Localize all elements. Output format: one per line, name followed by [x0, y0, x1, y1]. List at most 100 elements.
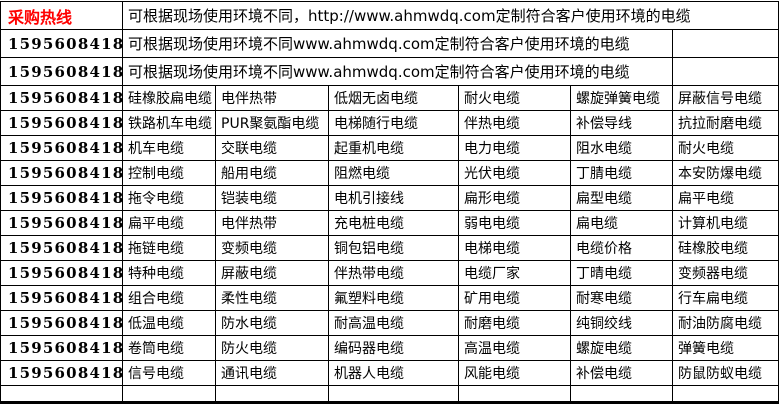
- cable-link[interactable]: 编码器电缆: [328, 335, 459, 361]
- cable-link[interactable]: 铠装电缆: [215, 185, 329, 211]
- cable-link[interactable]: 组合电缆: [122, 285, 216, 311]
- cable-link[interactable]: 防水电缆: [215, 310, 329, 336]
- cable-link[interactable]: 阻水电缆: [570, 135, 673, 161]
- empty-cell: [0, 385, 123, 403]
- cable-link[interactable]: 耐磨电缆: [458, 310, 571, 336]
- cable-link[interactable]: 扁平电缆: [671, 185, 779, 211]
- cable-link[interactable]: 本安防爆电缆: [671, 160, 779, 186]
- cable-link[interactable]: 船用电缆: [215, 160, 329, 186]
- cable-link[interactable]: 特种电缆: [122, 260, 216, 286]
- cable-link[interactable]: 变频器电缆: [671, 260, 779, 286]
- cable-link[interactable]: 硅橡胶扁电缆: [122, 85, 216, 111]
- empty-cell: [671, 385, 779, 403]
- table-row: [0, 385, 779, 403]
- cable-link[interactable]: 螺旋电缆: [570, 335, 673, 361]
- cable-link[interactable]: 屏蔽电缆: [215, 260, 329, 286]
- cable-link[interactable]: 扁电缆: [570, 210, 673, 236]
- cable-link[interactable]: 铁路机车电缆: [122, 110, 216, 136]
- cable-link[interactable]: 电缆厂家: [458, 260, 571, 286]
- cable-link[interactable]: 耐高温电缆: [328, 310, 459, 336]
- cable-link[interactable]: 阻燃电缆: [328, 160, 459, 186]
- table-row: 15956084188铁路机车电缆PUR聚氨酯电缆电梯随行电缆伴热电缆补偿导线抗…: [0, 110, 779, 136]
- cable-link[interactable]: 伴热电缆: [458, 110, 571, 136]
- cable-link[interactable]: 变频电缆: [215, 235, 329, 261]
- cable-link[interactable]: 通讯电缆: [215, 360, 329, 386]
- cable-link[interactable]: 电伴热带: [215, 85, 329, 111]
- cable-link[interactable]: 机器人电缆: [328, 360, 459, 386]
- cable-link[interactable]: 矿用电缆: [458, 285, 571, 311]
- cable-link[interactable]: 电力电缆: [458, 135, 571, 161]
- cable-link[interactable]: 控制电缆: [122, 160, 216, 186]
- phone-number: 15956084188: [0, 160, 123, 186]
- cable-link[interactable]: 弹簧电缆: [671, 335, 779, 361]
- cable-link[interactable]: 电伴热带: [215, 210, 329, 236]
- cable-link[interactable]: 光伏电缆: [458, 160, 571, 186]
- empty-cell: [122, 385, 216, 403]
- custom-cable-banner-line2: 可根据现场使用环境不同www.ahmwdq.com定制符合客户使用环境的电缆: [122, 29, 673, 58]
- cable-link[interactable]: 耐火电缆: [671, 135, 779, 161]
- empty-cell: [215, 385, 329, 403]
- phone-number: 15956084188: [0, 185, 123, 211]
- table-row: 采购热线 可根据现场使用环境不同，http://www.ahmwdq.com定制…: [0, 1, 779, 30]
- table-row: 15956084188控制电缆船用电缆阻燃电缆光伏电缆丁腈电缆本安防爆电缆: [0, 160, 779, 186]
- cable-link[interactable]: 机车电缆: [122, 135, 216, 161]
- cable-link[interactable]: 防火电缆: [215, 335, 329, 361]
- empty-cell: [671, 29, 779, 58]
- cable-link[interactable]: 铜包铝电缆: [328, 235, 459, 261]
- cable-link[interactable]: 拖链电缆: [122, 235, 216, 261]
- cable-link[interactable]: 扁形电缆: [458, 185, 571, 211]
- cable-link[interactable]: 低温电缆: [122, 310, 216, 336]
- cable-link[interactable]: 风能电缆: [458, 360, 571, 386]
- cable-link[interactable]: 电机引接线: [328, 185, 459, 211]
- phone-number: 15956084188: [0, 335, 123, 361]
- phone-number: 15956084188: [0, 135, 123, 161]
- cable-link[interactable]: 充电桩电缆: [328, 210, 459, 236]
- cable-link[interactable]: 防鼠防蚁电缆: [671, 360, 779, 386]
- cable-link[interactable]: 弱电电缆: [458, 210, 571, 236]
- cable-link[interactable]: 屏蔽信号电缆: [671, 85, 779, 111]
- cable-link[interactable]: 交联电缆: [215, 135, 329, 161]
- cable-link[interactable]: 伴热带电缆: [328, 260, 459, 286]
- cable-link[interactable]: 电缆价格: [570, 235, 673, 261]
- cable-link[interactable]: 柔性电缆: [215, 285, 329, 311]
- phone-number: 15956084188: [0, 310, 123, 336]
- cable-link[interactable]: 纯铜绞线: [570, 310, 673, 336]
- cable-link[interactable]: 起重机电缆: [328, 135, 459, 161]
- custom-cable-banner-line3: 可根据现场使用环境不同www.ahmwdq.com定制符合客户使用环境的电缆: [122, 57, 673, 86]
- cable-link[interactable]: 信号电缆: [122, 360, 216, 386]
- cable-link[interactable]: 螺旋弹簧电缆: [570, 85, 673, 111]
- cable-link[interactable]: 补偿电缆: [570, 360, 673, 386]
- table-row: 15956084188信号电缆通讯电缆机器人电缆风能电缆补偿电缆防鼠防蚁电缆: [0, 360, 779, 386]
- cable-link[interactable]: 低烟无卤电缆: [328, 85, 459, 111]
- cable-link[interactable]: 扁型电缆: [570, 185, 673, 211]
- phone-number: 15956084188: [0, 85, 123, 111]
- cable-link[interactable]: 抗拉耐磨电缆: [671, 110, 779, 136]
- table-row: 15956084188拖链电缆变频电缆铜包铝电缆电梯电缆电缆价格硅橡胶电缆: [0, 235, 779, 261]
- cable-link[interactable]: 高温电缆: [458, 335, 571, 361]
- cable-link[interactable]: 氟塑料电缆: [328, 285, 459, 311]
- empty-cell: [458, 385, 571, 403]
- phone-number: 15956084188: [0, 29, 123, 58]
- cable-link[interactable]: PUR聚氨酯电缆: [215, 110, 329, 136]
- cable-link[interactable]: 丁腈电缆: [570, 160, 673, 186]
- custom-cable-banner-line1: 可根据现场使用环境不同，http://www.ahmwdq.com定制符合客户使…: [121, 1, 779, 30]
- cable-link[interactable]: 丁晴电缆: [570, 260, 673, 286]
- cable-link[interactable]: 行车扁电缆: [671, 285, 779, 311]
- table-row: 15956084188 可根据现场使用环境不同www.ahmwdq.com定制符…: [0, 29, 779, 58]
- cable-link[interactable]: 耐寒电缆: [570, 285, 673, 311]
- cable-link[interactable]: 耐油防腐电缆: [671, 310, 779, 336]
- cable-link[interactable]: 硅橡胶电缆: [671, 235, 779, 261]
- table-row: 15956084188硅橡胶扁电缆电伴热带低烟无卤电缆耐火电缆螺旋弹簧电缆屏蔽信…: [0, 85, 779, 111]
- cable-link[interactable]: 补偿导线: [570, 110, 673, 136]
- cable-link[interactable]: 计算机电缆: [671, 210, 779, 236]
- cable-link[interactable]: 拖令电缆: [122, 185, 216, 211]
- empty-cell: [671, 57, 779, 86]
- cable-link[interactable]: 电梯随行电缆: [328, 110, 459, 136]
- cable-link[interactable]: 扁平电缆: [122, 210, 216, 236]
- cable-link[interactable]: 电梯电缆: [458, 235, 571, 261]
- cable-link[interactable]: 卷筒电缆: [122, 335, 216, 361]
- table-row: 15956084188扁平电缆电伴热带充电桩电缆弱电电缆扁电缆计算机电缆: [0, 210, 779, 236]
- cable-link[interactable]: 耐火电缆: [458, 85, 571, 111]
- table-row: 15956084188 可根据现场使用环境不同www.ahmwdq.com定制符…: [0, 57, 779, 86]
